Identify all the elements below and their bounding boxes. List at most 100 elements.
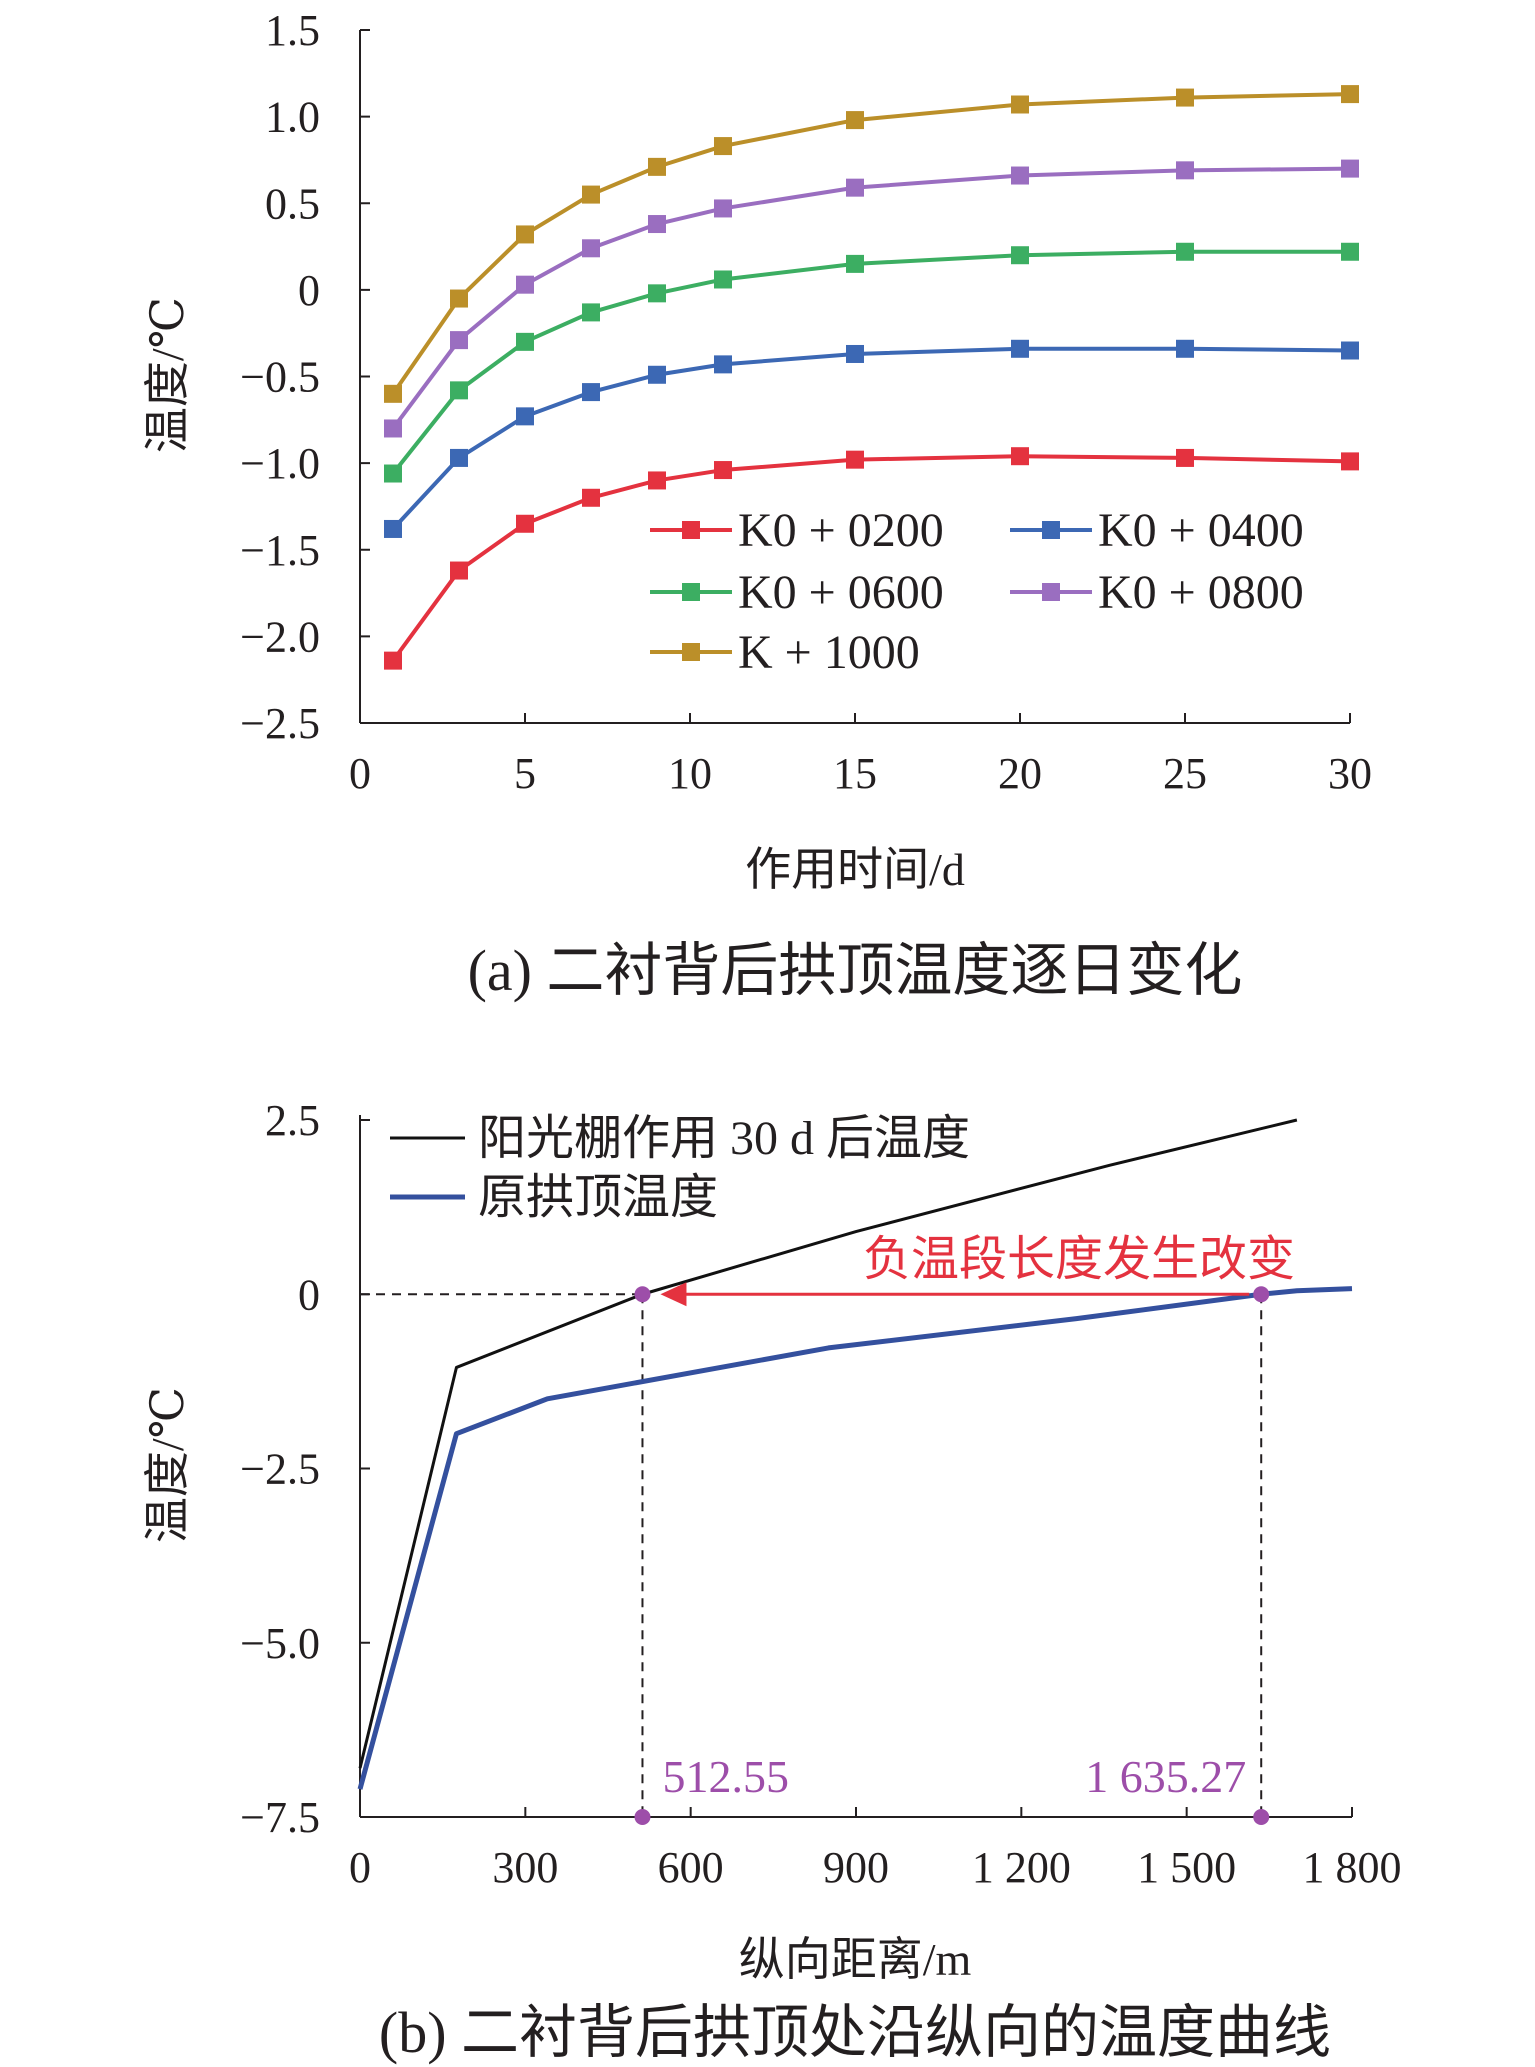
chart-a-y-tick-label: −1.0: [240, 439, 320, 488]
chart-a-legend-item: K0 + 0200: [650, 504, 944, 557]
chart-a-x-tick-label: 20: [998, 749, 1042, 798]
chart-a-y-tick-label: 1.0: [265, 93, 320, 142]
chart-a-y-tick-label: 0.5: [265, 179, 320, 228]
chart-a-y-tick-label: −1.5: [240, 526, 320, 575]
chart-a-data-point: [714, 461, 732, 480]
chart-b-arrow-head: [660, 1282, 687, 1307]
chart-a-data-point: [1011, 166, 1029, 185]
chart-b-longitudinal-temperature: 2.5 0 −2.5 −5.0 −7.5 0 300 600 900 1 200 1 500 1 8…: [142, 1096, 1402, 2065]
chart-b-x-ticks: 0 300 600 900 1 200 1 500 1 800: [349, 1807, 1402, 1892]
chart-b-y-tick-label: −7.5: [240, 1793, 320, 1842]
chart-a-y-tick-label: 1.5: [265, 6, 320, 55]
chart-a-daily-temperature: 1.5 1.0 0.5 0 −0.5 −1.0 −1.5 −2.0 −2.5 0 5 10 15 20 2…: [142, 6, 1372, 1003]
chart-b-crossing-marker: [634, 1286, 651, 1303]
chart-a-data-point: [1011, 339, 1029, 358]
chart-b-axis-marker: [1253, 1809, 1270, 1825]
chart-a-data-point: [450, 381, 468, 400]
chart-a-data-point: [582, 383, 600, 402]
chart-b-y-tick-label: −5.0: [240, 1619, 320, 1668]
chart-a-legend: K0 + 0200 K0 + 0400 K0 + 0600 K0 + 0800 K + …: [650, 504, 1304, 679]
chart-a-data-point: [384, 519, 402, 538]
chart-a-data-point: [714, 137, 732, 156]
chart-b-legend-item: 原拱顶温度: [390, 1171, 718, 1224]
chart-a-data-point: [846, 450, 864, 469]
chart-b-y-tick-label: −2.5: [240, 1445, 320, 1494]
chart-a-data-point: [582, 303, 600, 322]
chart-a-data-point: [450, 331, 468, 350]
chart-a-data-point: [516, 514, 534, 533]
chart-a-legend-label: K + 1000: [738, 626, 920, 679]
chart-a-series-line: [391, 249, 1350, 475]
chart-a-series-k-1000: [384, 85, 1359, 403]
chart-b-x-tick-label: 0: [349, 1843, 371, 1892]
chart-a-data-point: [582, 488, 600, 507]
chart-a-legend-label: K0 + 0800: [1098, 566, 1304, 619]
chart-a-series-line: [391, 92, 1351, 395]
chart-b-x-tick-label: 1 200: [972, 1843, 1071, 1892]
chart-a-data-point: [1176, 448, 1194, 467]
chart-a-data-point: [582, 239, 600, 258]
chart-a-legend-item: K0 + 0800: [1010, 566, 1304, 619]
chart-b-arrow-label: 负温段长度发生改变: [863, 1233, 1295, 1286]
chart-a-data-point: [384, 464, 402, 483]
chart-b-x-tick-label: 1 800: [1303, 1843, 1402, 1892]
chart-b-legend-label: 阳光棚作用 30 d 后温度: [478, 1112, 970, 1165]
chart-a-x-tick-label: 25: [1163, 749, 1207, 798]
chart-a-legend-swatch-marker: [682, 521, 700, 539]
chart-a-legend-swatch-marker: [682, 643, 700, 661]
chart-a-data-point: [1341, 341, 1359, 360]
chart-a-x-tick-label: 15: [833, 749, 877, 798]
chart-a-legend-item: K0 + 0600: [650, 566, 944, 619]
chart-b-x-axis-title: 纵向距离/m: [739, 1934, 972, 1985]
chart-b-legend-item: 阳光棚作用 30 d 后温度: [390, 1112, 970, 1165]
chart-a-data-point: [648, 284, 666, 303]
chart-a-x-tick-label: 0: [349, 749, 371, 798]
chart-b-x-tick-label: 600: [658, 1843, 724, 1892]
chart-a-data-point: [648, 215, 666, 234]
chart-b-y-tick-label: 0: [298, 1270, 320, 1319]
chart-b-y-tick-label: 2.5: [265, 1096, 320, 1145]
chart-a-data-point: [450, 289, 468, 308]
chart-a-data-point: [648, 471, 666, 490]
chart-a-data-point: [450, 561, 468, 580]
chart-a-x-tick-label: 30: [1328, 749, 1372, 798]
chart-a-legend-label: K0 + 0200: [738, 504, 944, 557]
chart-a-y-axis-title: 温度/℃: [142, 297, 193, 453]
chart-b-series-line-after-30d: [358, 1118, 1298, 1769]
chart-a-data-point: [1341, 452, 1359, 471]
chart-b-series: [357, 1118, 1353, 1790]
chart-a-series-line: [391, 454, 1351, 662]
chart-a-data-point: [1341, 159, 1359, 178]
chart-a-legend-item: K + 1000: [650, 626, 920, 679]
chart-a-data-point: [516, 225, 534, 244]
chart-a-data-point: [846, 111, 864, 130]
chart-b-y-axis-title: 温度/℃: [142, 1387, 193, 1543]
chart-b-axis-marker: [634, 1809, 651, 1825]
chart-a-data-point: [648, 365, 666, 384]
chart-b-legend-label: 原拱顶温度: [478, 1171, 718, 1224]
chart-a-data-point: [450, 448, 468, 467]
chart-a-y-tick-label: −2.0: [240, 612, 320, 661]
chart-a-y-tick-label: −2.5: [240, 699, 320, 748]
chart-a-series-line: [391, 166, 1351, 430]
chart-a-data-point: [846, 178, 864, 197]
chart-a-data-point: [1341, 85, 1359, 104]
chart-a-y-ticks: 1.5 1.0 0.5 0 −0.5 −1.0 −1.5 −2.0 −2.5: [240, 6, 370, 748]
chart-a-data-point: [582, 185, 600, 204]
chart-a-data-point: [516, 407, 534, 426]
chart-a-data-point: [384, 651, 402, 670]
chart-a-x-ticks: 0 5 10 15 20 25 30: [349, 713, 1372, 798]
chart-a-series-k0-0400: [384, 339, 1359, 538]
chart-a-data-point: [1011, 447, 1029, 466]
chart-a-legend-label: K0 + 0600: [738, 566, 944, 619]
chart-a-data-point: [846, 344, 864, 363]
chart-a-data-point: [1176, 88, 1194, 107]
chart-a-data-point: [1011, 246, 1029, 265]
chart-a-legend-item: K0 + 0400: [1010, 504, 1304, 557]
chart-a-data-point: [384, 419, 402, 438]
chart-a-y-tick-label: −0.5: [240, 353, 320, 402]
chart-a-series: [384, 85, 1359, 670]
chart-a-legend-label: K0 + 0400: [1098, 504, 1304, 557]
